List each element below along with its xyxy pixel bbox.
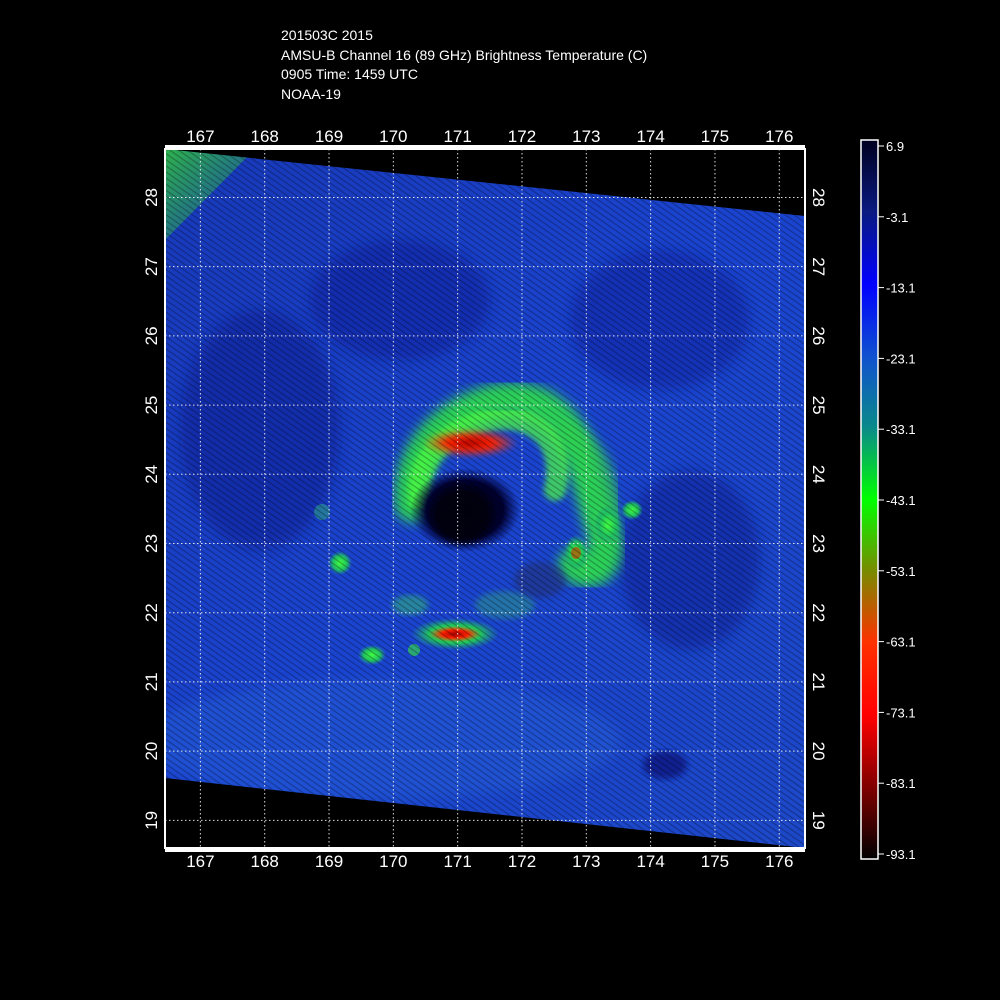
colorbar-label: -3.1 [886, 210, 908, 225]
storm-id-label: 201503C 2015 [281, 27, 373, 43]
colorbar-label: -23.1 [886, 351, 916, 366]
lon-label-top: 175 [701, 127, 729, 146]
lat-label-right: 25 [809, 396, 828, 415]
bottom-axis-bar [165, 848, 805, 852]
lat-label-right: 26 [809, 326, 828, 345]
product-header: 201503C 2015 AMSU-B Channel 16 (89 GHz) … [281, 26, 647, 104]
lon-label-bottom: 171 [443, 852, 471, 871]
colorbar-gradient [860, 139, 879, 860]
lon-label-bottom: 173 [572, 852, 600, 871]
colorbar-labels: 6.9 -3.1 -13.1 -23.1 -33.1 -43.1 -53.1 -63.1 -73… [878, 139, 916, 862]
lon-label-top: 172 [508, 127, 536, 146]
lon-label-bottom: 167 [186, 852, 214, 871]
colorbar: 6.9 -3.1 -13.1 -23.1 -33.1 -43.1 -53.1 -63.1 -73… [860, 139, 916, 862]
lat-label-left: 20 [142, 742, 161, 761]
colorbar-label: -93.1 [886, 847, 916, 862]
lat-label-right: 20 [809, 742, 828, 761]
lat-label-right: 21 [809, 672, 828, 691]
colorbar-label: -53.1 [886, 564, 916, 579]
lat-label-right: 19 [809, 811, 828, 830]
lon-label-bottom: 172 [508, 852, 536, 871]
top-axis-bar [165, 145, 805, 149]
swath-imagery [165, 149, 805, 848]
lat-label-left: 23 [142, 534, 161, 553]
lat-label-left: 25 [142, 396, 161, 415]
lat-label-left: 21 [142, 672, 161, 691]
lon-label-top: 173 [572, 127, 600, 146]
lat-label-left: 28 [142, 188, 161, 207]
lat-label-right: 22 [809, 603, 828, 622]
lat-label-left: 22 [142, 603, 161, 622]
axis-labels: 167 167 168 168 169 169 170 170 171 171 172 172 173 1… [142, 127, 828, 871]
lon-label-bottom: 175 [701, 852, 729, 871]
colorbar-label: -73.1 [886, 705, 916, 720]
lon-label-bottom: 174 [636, 852, 664, 871]
lon-label-top: 168 [251, 127, 279, 146]
lat-label-right: 27 [809, 257, 828, 276]
colorbar-label: -13.1 [886, 281, 916, 296]
lat-label-right: 24 [809, 465, 828, 484]
lon-label-bottom: 168 [251, 852, 279, 871]
lat-label-left: 27 [142, 257, 161, 276]
lon-label-top: 169 [315, 127, 343, 146]
lon-label-top: 167 [186, 127, 214, 146]
lon-label-top: 170 [379, 127, 407, 146]
lat-label-left: 26 [142, 326, 161, 345]
lat-label-left: 19 [142, 811, 161, 830]
lon-label-bottom: 170 [379, 852, 407, 871]
colorbar-label: -83.1 [886, 776, 916, 791]
colorbar-label: 6.9 [886, 139, 904, 154]
lon-label-top: 171 [443, 127, 471, 146]
lon-label-bottom: 169 [315, 852, 343, 871]
lon-label-top: 176 [765, 127, 793, 146]
lat-lon-grid [164, 145, 806, 852]
lat-label-right: 23 [809, 534, 828, 553]
lat-label-right: 28 [809, 188, 828, 207]
colorbar-label: -63.1 [886, 635, 916, 650]
lon-label-bottom: 176 [765, 852, 793, 871]
time-label: 0905 Time: 1459 UTC [281, 66, 418, 82]
lon-label-top: 174 [636, 127, 664, 146]
satellite-label: NOAA-19 [281, 85, 341, 102]
colorbar-label: -33.1 [886, 422, 916, 437]
lat-label-left: 24 [142, 465, 161, 484]
colorbar-label: -43.1 [886, 493, 916, 508]
product-title: AMSU-B Channel 16 (89 GHz) Brightness Te… [281, 46, 648, 63]
